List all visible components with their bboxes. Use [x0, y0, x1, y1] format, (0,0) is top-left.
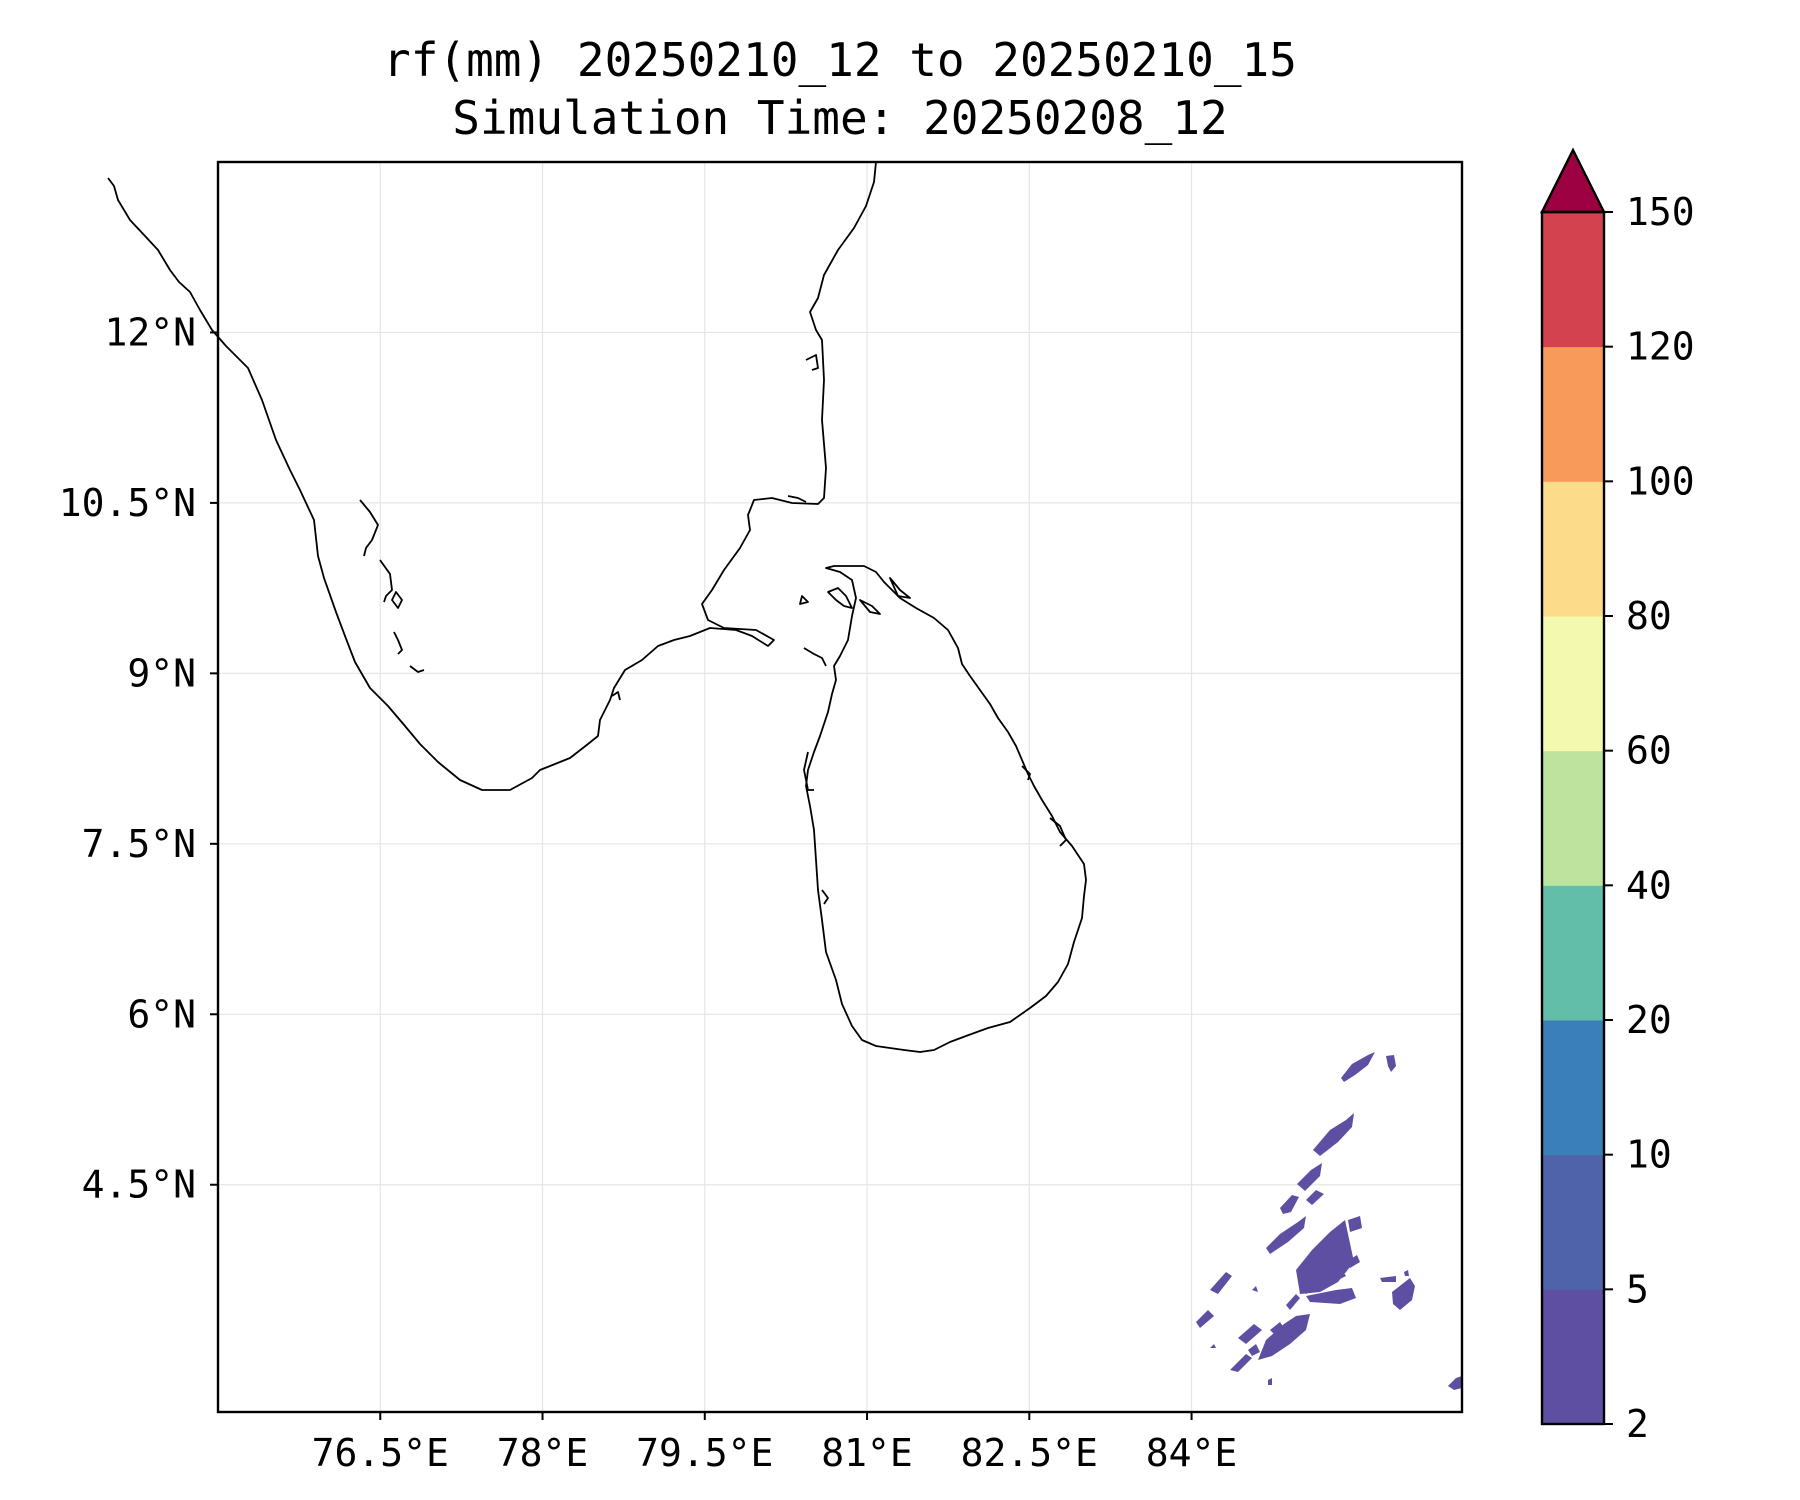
- colorbar-segment: [1542, 1289, 1604, 1425]
- colorbar-tick-label: 120: [1626, 325, 1695, 369]
- island-detail: [889, 577, 911, 599]
- colorbar-tick-label: 5: [1626, 1267, 1649, 1311]
- colorbar-segment: [1542, 1154, 1604, 1290]
- island-detail: [805, 354, 819, 371]
- map-panel: 76.5°E 78°E 79.5°E 81°E 82.5°E 84°E 12°N 10.5°…: [59, 160, 1464, 1475]
- y-tick-label: 6°N: [127, 992, 196, 1036]
- colorbar-segment: [1542, 885, 1604, 1021]
- rain-patch: [1196, 1310, 1214, 1328]
- rain-patch: [1230, 1354, 1252, 1372]
- india-coastline: [107, 161, 877, 791]
- colorbar-tick-label: 80: [1626, 594, 1672, 638]
- rain-patch: [1280, 1195, 1299, 1214]
- y-axis-ticks: 12°N 10.5°N 9°N 7.5°N 6°N 4.5°N: [59, 310, 218, 1207]
- rain-patch: [1306, 1288, 1356, 1304]
- y-tick-label: 12°N: [104, 310, 196, 354]
- map-gridlines: [218, 162, 1462, 1412]
- colorbar-tick-label: 20: [1626, 998, 1672, 1042]
- island-detail: [393, 631, 403, 655]
- rain-patch: [1306, 1190, 1324, 1205]
- rain-patch: [1268, 1378, 1272, 1385]
- map-frame: [216, 160, 1464, 1414]
- rain-patch: [1348, 1216, 1362, 1232]
- x-tick-label: 76.5°E: [312, 1431, 449, 1475]
- rain-patch: [1380, 1276, 1396, 1282]
- x-axis-ticks: 76.5°E 78°E 79.5°E 81°E 82.5°E 84°E: [312, 1412, 1238, 1475]
- figure-title-line1: rf(mm) 20250210_12 to 20250210_15: [383, 33, 1297, 87]
- colorbar-frame: [1540, 210, 1606, 1426]
- colorbar-segment: [1542, 481, 1604, 617]
- x-tick-label: 84°E: [1146, 1431, 1238, 1475]
- rain-patch: [1386, 1055, 1396, 1072]
- colorbar-tick-label: 2: [1626, 1402, 1649, 1446]
- y-tick-label: 4.5°N: [82, 1163, 196, 1207]
- map-background: [218, 162, 1462, 1412]
- island-detail: [787, 495, 807, 503]
- colorbar-tick-label: 60: [1626, 729, 1672, 773]
- rain-patch: [1404, 1270, 1409, 1276]
- rain-patch: [1280, 1328, 1294, 1340]
- island-detail: [391, 591, 403, 609]
- rain-patch: [1300, 1280, 1318, 1294]
- x-tick-label: 82.5°E: [961, 1431, 1098, 1475]
- y-tick-label: 9°N: [127, 651, 196, 695]
- island-detail: [803, 751, 814, 791]
- rain-patch: [1286, 1294, 1300, 1310]
- colorbar-tick-label: 40: [1626, 863, 1672, 907]
- island-detail: [1021, 765, 1031, 781]
- x-tick-label: 81°E: [821, 1431, 913, 1475]
- rain-patch: [1266, 1216, 1306, 1254]
- rain-patch: [1210, 1272, 1232, 1294]
- rainfall-patches: [1196, 1052, 1462, 1390]
- rain-patch: [1297, 1163, 1322, 1191]
- island-detail: [359, 499, 379, 557]
- coastline: [107, 161, 1087, 1053]
- colorbar-tick-label: 150: [1626, 190, 1695, 234]
- rain-patch: [1238, 1324, 1262, 1344]
- colorbar-segment: [1542, 212, 1604, 348]
- rain-patch: [1335, 1270, 1346, 1280]
- island-detail: [1049, 817, 1067, 847]
- colorbar-segment: [1542, 616, 1604, 752]
- x-tick-label: 78°E: [497, 1431, 589, 1475]
- x-tick-label: 79.5°E: [636, 1431, 773, 1475]
- srilanka-coastline: [805, 565, 1087, 1053]
- figure-title-line2: Simulation Time: 20250208_12: [452, 91, 1227, 145]
- colorbar-segment: [1542, 1020, 1604, 1156]
- rain-patch: [1210, 1344, 1216, 1348]
- island-detail: [859, 599, 881, 615]
- rain-patch: [1252, 1286, 1258, 1292]
- island-detail: [611, 691, 621, 701]
- rain-patch: [1341, 1052, 1375, 1082]
- rain-patch: [1318, 1254, 1340, 1270]
- colorbar-segment: [1542, 750, 1604, 886]
- colorbar-segment: [1542, 346, 1604, 482]
- rain-patch: [1392, 1278, 1415, 1310]
- y-tick-label: 10.5°N: [59, 481, 196, 525]
- island-detail: [827, 587, 853, 609]
- island-detail: [379, 559, 393, 603]
- rain-patch: [1270, 1322, 1284, 1334]
- island-detail: [409, 665, 425, 673]
- island-detail: [799, 595, 809, 605]
- colorbar-tick-label: 100: [1626, 459, 1695, 503]
- colorbar-extend-triangle: [1540, 147, 1606, 214]
- rain-patch: [1313, 1113, 1354, 1156]
- colorbar-tick-label: 10: [1626, 1133, 1672, 1177]
- island-detail: [821, 889, 829, 905]
- rain-patch: [1248, 1344, 1260, 1356]
- rain-patch: [1346, 1255, 1360, 1268]
- island-detail: [803, 647, 827, 667]
- y-tick-label: 7.5°N: [82, 822, 196, 866]
- colorbar: 2 5 10 20 40 60 80 100 120 150: [1540, 147, 1695, 1446]
- rain-patch: [1448, 1376, 1462, 1390]
